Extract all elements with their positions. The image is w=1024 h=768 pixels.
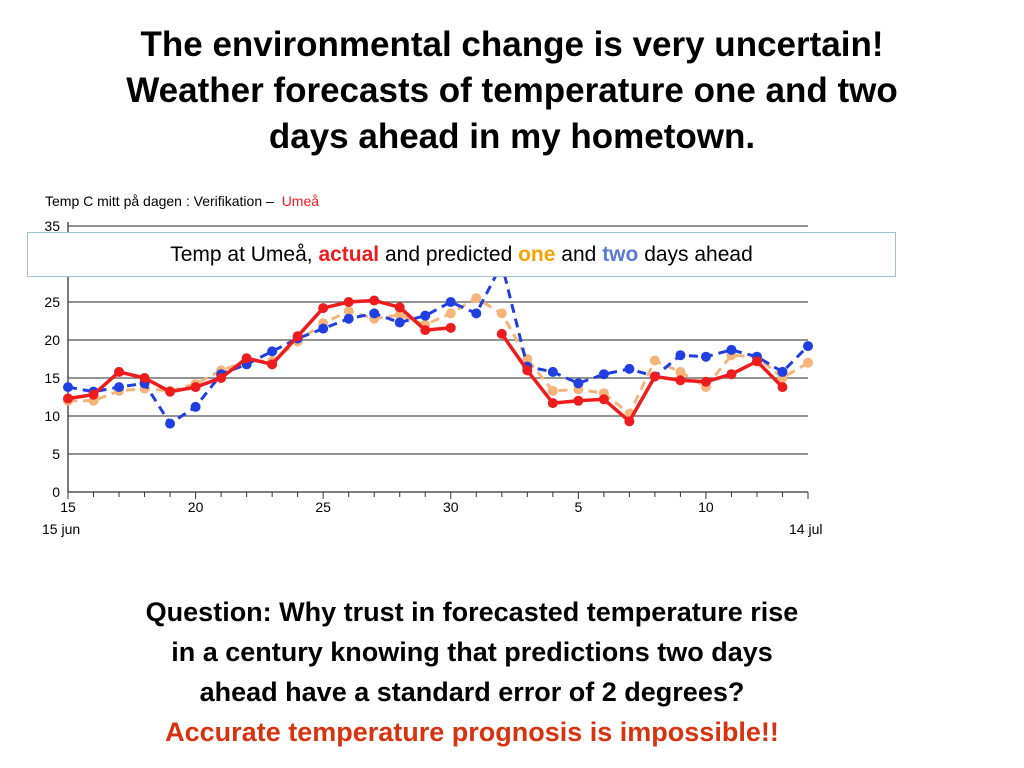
actual-temperature-point bbox=[394, 302, 405, 313]
chart-title: Temp C mitt på dagen : Verifikation – Um… bbox=[45, 193, 319, 209]
one-day-forecast-point bbox=[547, 385, 558, 396]
two-day-forecast-point bbox=[190, 401, 201, 412]
question-line-3: ahead have a standard error of 2 degrees… bbox=[199, 677, 745, 707]
one-day-forecast-point bbox=[496, 308, 507, 319]
x-tick-label: 15 bbox=[60, 499, 76, 515]
actual-temperature-point bbox=[547, 398, 558, 409]
two-day-forecast-point bbox=[547, 366, 558, 377]
y-tick-label: 15 bbox=[44, 370, 60, 386]
actual-temperature-point bbox=[343, 297, 354, 307]
actual-temperature-point bbox=[216, 373, 227, 383]
actual-temperature-point bbox=[777, 382, 788, 393]
x-tick-label: 5 bbox=[574, 499, 582, 515]
legend-prefix: Temp at Umeå, bbox=[170, 243, 313, 266]
svg-text:Temp C mitt på dagen : Verifik: Temp C mitt på dagen : Verifikation – Um… bbox=[45, 193, 319, 209]
actual-temperature-point bbox=[675, 375, 686, 386]
legend-actual: actual bbox=[318, 243, 380, 266]
actual-temperature-point bbox=[369, 295, 380, 306]
two-day-forecast-point bbox=[624, 363, 635, 374]
two-day-forecast-point bbox=[726, 344, 737, 355]
two-day-forecast-point bbox=[343, 313, 354, 324]
two-day-forecast-point bbox=[471, 308, 482, 319]
y-tick-label: 0 bbox=[52, 484, 60, 500]
legend-suffix: days ahead bbox=[644, 243, 753, 266]
two-day-forecast-point bbox=[267, 346, 278, 357]
two-day-forecast-point bbox=[114, 382, 125, 393]
actual-temperature-point bbox=[420, 325, 431, 336]
question-line-1: Question: Why trust in forecasted temper… bbox=[145, 597, 799, 627]
x-tick-label: 20 bbox=[188, 499, 204, 515]
y-tick-label: 20 bbox=[44, 332, 60, 348]
one-day-forecast-point bbox=[445, 308, 456, 319]
actual-temperature-point bbox=[63, 393, 73, 404]
title-line-2: Weather forecasts of temperature one and… bbox=[126, 71, 898, 110]
actual-temperature-point bbox=[598, 394, 609, 405]
actual-temperature-point bbox=[88, 389, 99, 400]
title-line-1: The environmental change is very uncerta… bbox=[140, 25, 884, 64]
title-line-3: days ahead in my hometown. bbox=[268, 117, 756, 156]
two-day-forecast-point bbox=[803, 341, 813, 352]
one-day-forecast-point bbox=[522, 354, 533, 364]
actual-temperature-point bbox=[267, 359, 278, 370]
legend-and: and bbox=[561, 243, 597, 266]
actual-temperature-point bbox=[573, 395, 584, 406]
one-day-forecast-point bbox=[343, 306, 354, 317]
actual-temperature-point bbox=[292, 331, 303, 342]
two-day-forecast-point bbox=[63, 382, 73, 393]
actual-temperature-point bbox=[165, 386, 176, 397]
one-day-forecast-point bbox=[471, 293, 482, 304]
legend-one: one bbox=[518, 243, 556, 266]
one-day-forecast-point bbox=[675, 366, 686, 377]
actual-temperature-point bbox=[700, 376, 711, 387]
two-day-forecast-point bbox=[777, 366, 788, 377]
two-day-forecast-point bbox=[420, 310, 431, 321]
actual-temperature-point bbox=[445, 322, 456, 333]
two-day-forecast-point bbox=[675, 350, 686, 361]
actual-temperature-point bbox=[726, 369, 737, 380]
actual-temperature-point bbox=[751, 356, 762, 367]
y-tick-label: 5 bbox=[52, 446, 60, 462]
actual-temperature-point bbox=[522, 365, 533, 376]
question-text: Question: Why trust in forecasted temper… bbox=[40, 592, 904, 752]
legend-two: two bbox=[602, 243, 639, 266]
one-day-forecast-point bbox=[803, 357, 813, 368]
two-day-forecast-point bbox=[394, 317, 405, 328]
actual-temperature-point bbox=[649, 371, 660, 382]
two-day-forecast-point bbox=[369, 308, 380, 319]
actual-temperature-point bbox=[624, 416, 635, 427]
series bbox=[63, 259, 813, 429]
actual-temperature-point bbox=[114, 366, 125, 377]
date-start-label: 15 jun bbox=[42, 521, 80, 537]
slide-title: The environmental change is very uncerta… bbox=[40, 22, 984, 160]
two-day-forecast-point bbox=[700, 351, 711, 362]
chart-title-label: Temp C mitt på dagen : Verifikation – bbox=[45, 193, 274, 209]
y-tick-label: 35 bbox=[44, 218, 60, 234]
two-day-forecast-point bbox=[445, 297, 456, 307]
actual-temperature-point bbox=[496, 328, 507, 339]
one-day-forecast-point bbox=[394, 309, 405, 320]
actual-temperature-line bbox=[67, 298, 451, 401]
x-tick-label: 25 bbox=[315, 499, 331, 515]
actual-temperature-point bbox=[318, 303, 329, 314]
date-end-label: 14 jul bbox=[789, 521, 822, 537]
actual-temperature-point bbox=[190, 382, 201, 393]
chart-legend-box: Temp at Umeå, actual and predicted one a… bbox=[27, 232, 896, 277]
two-day-forecast-line bbox=[67, 262, 810, 426]
actual-temperature-point bbox=[241, 353, 252, 364]
two-day-forecast-point bbox=[318, 323, 329, 334]
legend-mid: and predicted bbox=[385, 243, 513, 266]
actual-temperature-point bbox=[139, 373, 150, 383]
x-tick-label: 10 bbox=[698, 499, 714, 515]
conclusion-text: Accurate temperature prognosis is imposs… bbox=[165, 717, 779, 747]
question-line-2: in a century knowing that predictions tw… bbox=[171, 637, 773, 667]
x-tick-label: 30 bbox=[443, 499, 459, 515]
one-day-forecast-point bbox=[649, 355, 660, 366]
two-day-forecast-point bbox=[598, 369, 609, 380]
chart-title-place: Umeå bbox=[282, 193, 320, 209]
y-tick-label: 25 bbox=[44, 294, 60, 310]
two-day-forecast-point bbox=[573, 378, 584, 389]
y-tick-label: 10 bbox=[44, 408, 60, 424]
two-day-forecast-point bbox=[165, 418, 176, 429]
